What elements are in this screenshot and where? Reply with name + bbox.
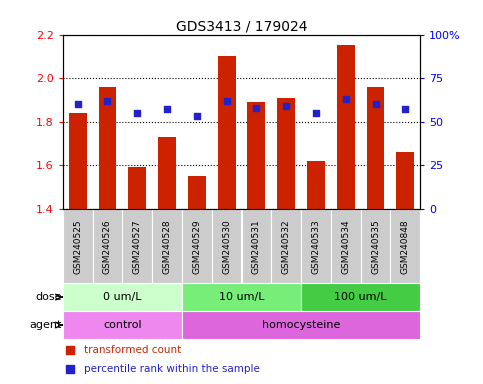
Bar	[128, 167, 146, 209]
Bar	[331, 209, 361, 283]
Text: percentile rank within the sample: percentile rank within the sample	[84, 364, 260, 374]
Point	[193, 113, 201, 119]
Text: homocysteine: homocysteine	[262, 320, 340, 330]
Bar	[212, 209, 242, 283]
Bar	[63, 283, 182, 311]
Bar	[218, 56, 236, 209]
Bar	[152, 209, 182, 283]
Bar	[182, 209, 212, 283]
Point	[133, 110, 141, 116]
Point	[342, 96, 350, 102]
Text: GSM240533: GSM240533	[312, 220, 320, 275]
Point	[282, 103, 290, 109]
Text: GSM240531: GSM240531	[252, 220, 261, 275]
Bar	[182, 311, 420, 339]
Point	[163, 106, 171, 113]
Text: GSM240528: GSM240528	[163, 220, 171, 274]
Bar	[122, 209, 152, 283]
Bar	[277, 98, 295, 209]
Point	[74, 101, 82, 107]
Text: GSM240525: GSM240525	[73, 220, 82, 274]
Bar	[367, 87, 384, 209]
Bar	[158, 137, 176, 209]
Text: GSM240527: GSM240527	[133, 220, 142, 274]
Text: control: control	[103, 320, 142, 330]
Text: GSM240532: GSM240532	[282, 220, 291, 274]
Bar	[63, 209, 93, 283]
Bar	[390, 209, 420, 283]
Bar	[307, 161, 325, 209]
Bar	[271, 209, 301, 283]
Bar	[397, 152, 414, 209]
Bar	[337, 45, 355, 209]
Text: dose: dose	[36, 292, 62, 302]
Bar	[242, 209, 271, 283]
Text: GSM240534: GSM240534	[341, 220, 350, 274]
Text: GSM240535: GSM240535	[371, 220, 380, 275]
Bar	[301, 209, 331, 283]
Bar	[361, 209, 390, 283]
Text: transformed count: transformed count	[84, 345, 182, 355]
Point	[253, 104, 260, 111]
Text: GSM240529: GSM240529	[192, 220, 201, 274]
Point	[223, 98, 230, 104]
Point	[401, 106, 409, 113]
Point	[372, 101, 380, 107]
Text: agent: agent	[30, 320, 62, 330]
Text: GSM240526: GSM240526	[103, 220, 112, 274]
Bar	[93, 209, 122, 283]
Text: 0 um/L: 0 um/L	[103, 292, 142, 302]
Text: 100 um/L: 100 um/L	[334, 292, 387, 302]
Point	[104, 98, 112, 104]
Title: GDS3413 / 179024: GDS3413 / 179024	[176, 20, 307, 33]
Bar	[182, 283, 301, 311]
Bar	[301, 283, 420, 311]
Bar	[63, 311, 182, 339]
Point	[312, 110, 320, 116]
Bar	[99, 87, 116, 209]
Bar	[188, 176, 206, 209]
Bar	[247, 102, 265, 209]
Text: 10 um/L: 10 um/L	[219, 292, 264, 302]
Text: GSM240848: GSM240848	[401, 220, 410, 274]
Bar	[69, 113, 86, 209]
Text: GSM240530: GSM240530	[222, 220, 231, 275]
